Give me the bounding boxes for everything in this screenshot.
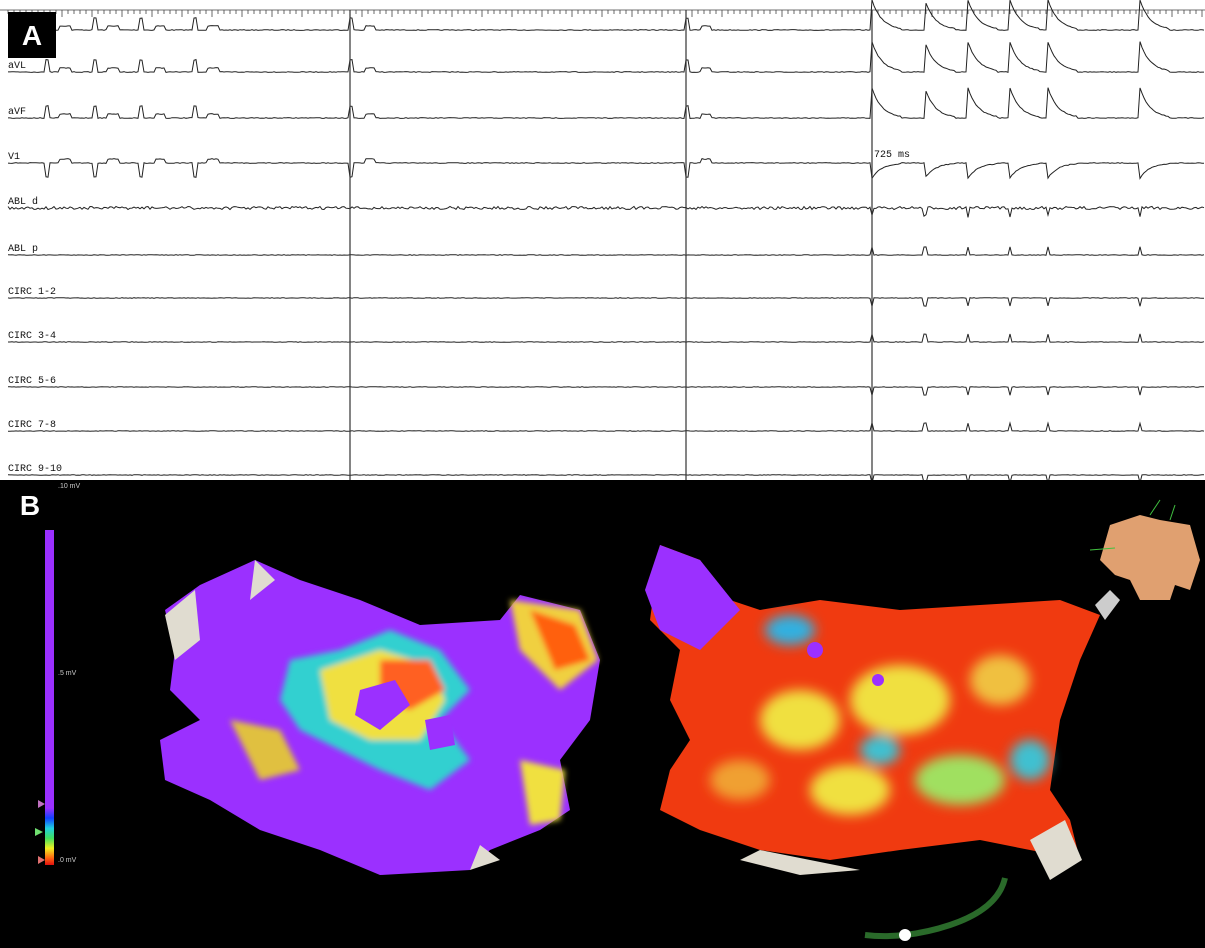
panel-label: A [22,20,42,51]
channel-label: CIRC 9-10 [8,464,62,475]
channel-label: aVL [8,61,26,72]
channel-label: ABL d [8,196,38,208]
scale-label: .5 mV [58,670,77,677]
scale-label: .0 mV [58,857,77,864]
annotation: 725 ms [874,150,910,161]
color-bar [45,530,54,865]
channel-label: CIRC 7-8 [8,420,56,431]
scale-label: .10 mV [58,483,81,490]
page: aVL aVF V1 ABL d ABL p CIRC 1-2 CIRC 3-4 CIRC 5… [0,0,1205,948]
figure: aVL aVF V1 ABL d ABL p CIRC 1-2 CIRC 3-4 CIRC 5… [0,0,1205,948]
channel-label: CIRC 5-6 [8,376,56,387]
channel-label: CIRC 3-4 [8,331,56,342]
channel-label: CIRC 1-2 [8,287,56,298]
channel-label: aVF [8,107,26,118]
channel-label: ABL p [8,244,38,255]
catheter-tip [899,929,911,941]
panel-label: B [20,490,40,521]
channel-label: V1 [8,152,20,163]
